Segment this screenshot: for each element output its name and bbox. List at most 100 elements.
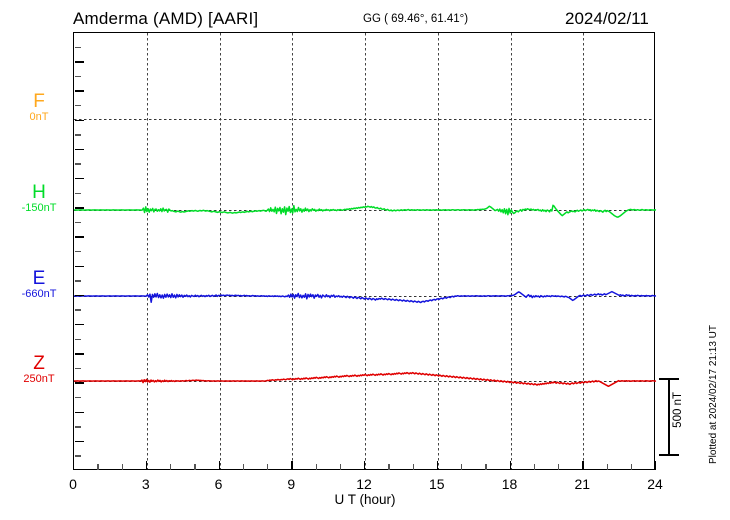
y-tick — [74, 90, 84, 92]
y-tick — [74, 192, 81, 194]
gridline-hour-12 — [365, 33, 366, 469]
x-tick-hour-13 — [388, 464, 390, 470]
y-label-h: H -150nT — [8, 183, 70, 215]
component-baseline-value-h: -150nT — [21, 202, 57, 214]
y-tick — [74, 411, 84, 413]
x-tick-hour-3 — [145, 461, 148, 470]
trace-e — [74, 290, 657, 304]
y-tick — [74, 353, 84, 355]
trace-z — [74, 371, 657, 388]
x-tick-hour-23 — [630, 464, 633, 470]
y-tick — [74, 367, 81, 370]
baseline-e — [74, 296, 654, 297]
gridline-hour-21 — [583, 33, 585, 469]
x-tick-label-21: 21 — [574, 476, 591, 492]
y-tick — [74, 294, 84, 297]
y-tick — [74, 236, 84, 238]
x-tick-hour-16 — [461, 464, 463, 470]
x-tick-label-24: 24 — [647, 476, 663, 492]
trace-h — [74, 204, 657, 218]
y-label-f: F 0nT — [8, 92, 70, 124]
x-tick-hour-20 — [558, 464, 560, 470]
baseline-f — [74, 119, 654, 120]
x-tick-hour-24 — [655, 461, 657, 470]
plot-area — [73, 32, 657, 470]
x-tick-hour-6 — [218, 461, 220, 470]
x-tick-hour-4 — [170, 464, 172, 470]
x-axis-title: U T (hour) — [334, 492, 396, 507]
y-tick — [74, 382, 84, 384]
x-tick-label-15: 15 — [429, 476, 445, 492]
scale-bar — [659, 378, 679, 456]
x-tick-hour-7 — [242, 464, 245, 470]
x-tick-label-6: 6 — [214, 476, 223, 492]
x-tick-hour-10 — [315, 464, 317, 470]
y-tick — [74, 105, 81, 107]
component-baseline-value-f: 0nT — [29, 111, 49, 123]
x-tick-label-0: 0 — [69, 476, 77, 492]
x-tick-hour-15 — [436, 461, 439, 470]
component-name-h: H — [32, 182, 46, 203]
gridline-hour-9 — [292, 33, 294, 469]
x-tick-label-3: 3 — [141, 476, 150, 492]
scale-bar-bottom-cap — [659, 454, 679, 456]
baseline-z — [74, 381, 654, 382]
component-name-f: F — [33, 91, 45, 112]
y-tick — [74, 134, 81, 136]
y-tick — [74, 119, 84, 121]
x-tick-hour-18 — [509, 461, 511, 470]
y-tick — [74, 46, 81, 48]
scale-bar-label: 500 nT — [672, 392, 684, 428]
gridline-hour-6 — [219, 33, 221, 469]
y-tick — [74, 32, 84, 34]
geographic-coordinates: GG ( 69.46°, 61.41°) — [363, 13, 469, 25]
y-tick — [74, 280, 81, 282]
y-label-e: E -660nT — [8, 269, 70, 301]
y-label-z: Z 250nT — [8, 354, 70, 386]
y-tick — [74, 426, 81, 428]
y-tick — [74, 163, 81, 165]
magnetogram-traces — [74, 204, 657, 388]
y-tick — [74, 309, 81, 311]
y-tick — [74, 440, 84, 443]
x-tick-hour-0 — [73, 461, 75, 470]
x-tick-hour-5 — [194, 464, 196, 470]
y-tick — [74, 455, 81, 457]
y-tick — [74, 338, 81, 340]
x-tick-hour-11 — [339, 464, 342, 470]
component-baseline-value-z: 250nT — [23, 373, 55, 385]
y-tick — [74, 324, 84, 326]
component-baseline-value-e: -660nT — [21, 288, 57, 300]
x-tick-label-18: 18 — [501, 476, 518, 492]
x-tick-hour-14 — [412, 464, 414, 470]
x-tick-label-12: 12 — [356, 476, 372, 492]
y-tick — [74, 148, 84, 151]
y-tick — [74, 397, 81, 399]
x-tick-hour-19 — [533, 464, 536, 470]
gridline-hour-18 — [510, 33, 512, 469]
baseline-h — [74, 210, 654, 211]
plot-timestamp: Plotted at 2024/02/17 21:13 UT — [708, 325, 719, 464]
y-tick — [74, 251, 81, 253]
x-tick-hour-22 — [606, 464, 608, 470]
y-tick — [74, 265, 84, 267]
gridline-hour-3 — [146, 33, 148, 469]
y-tick — [74, 75, 81, 78]
component-name-e: E — [32, 268, 46, 289]
observation-date: 2024/02/11 — [565, 9, 649, 28]
x-tick-hour-8 — [267, 464, 269, 470]
y-tick — [74, 178, 84, 180]
y-tick — [74, 61, 84, 63]
x-tick-hour-2 — [121, 464, 123, 470]
y-tick — [74, 207, 84, 209]
station-title: Amderma (AMD) [AARI] — [73, 9, 259, 28]
component-name-z: Z — [33, 353, 45, 374]
x-tick-label-9: 9 — [287, 476, 296, 492]
x-tick-hour-17 — [485, 464, 487, 470]
y-tick — [74, 221, 81, 224]
scale-bar-top-cap — [659, 378, 679, 380]
x-tick-hour-1 — [97, 464, 99, 470]
x-tick-hour-9 — [291, 461, 293, 470]
x-tick-hour-12 — [364, 461, 366, 470]
